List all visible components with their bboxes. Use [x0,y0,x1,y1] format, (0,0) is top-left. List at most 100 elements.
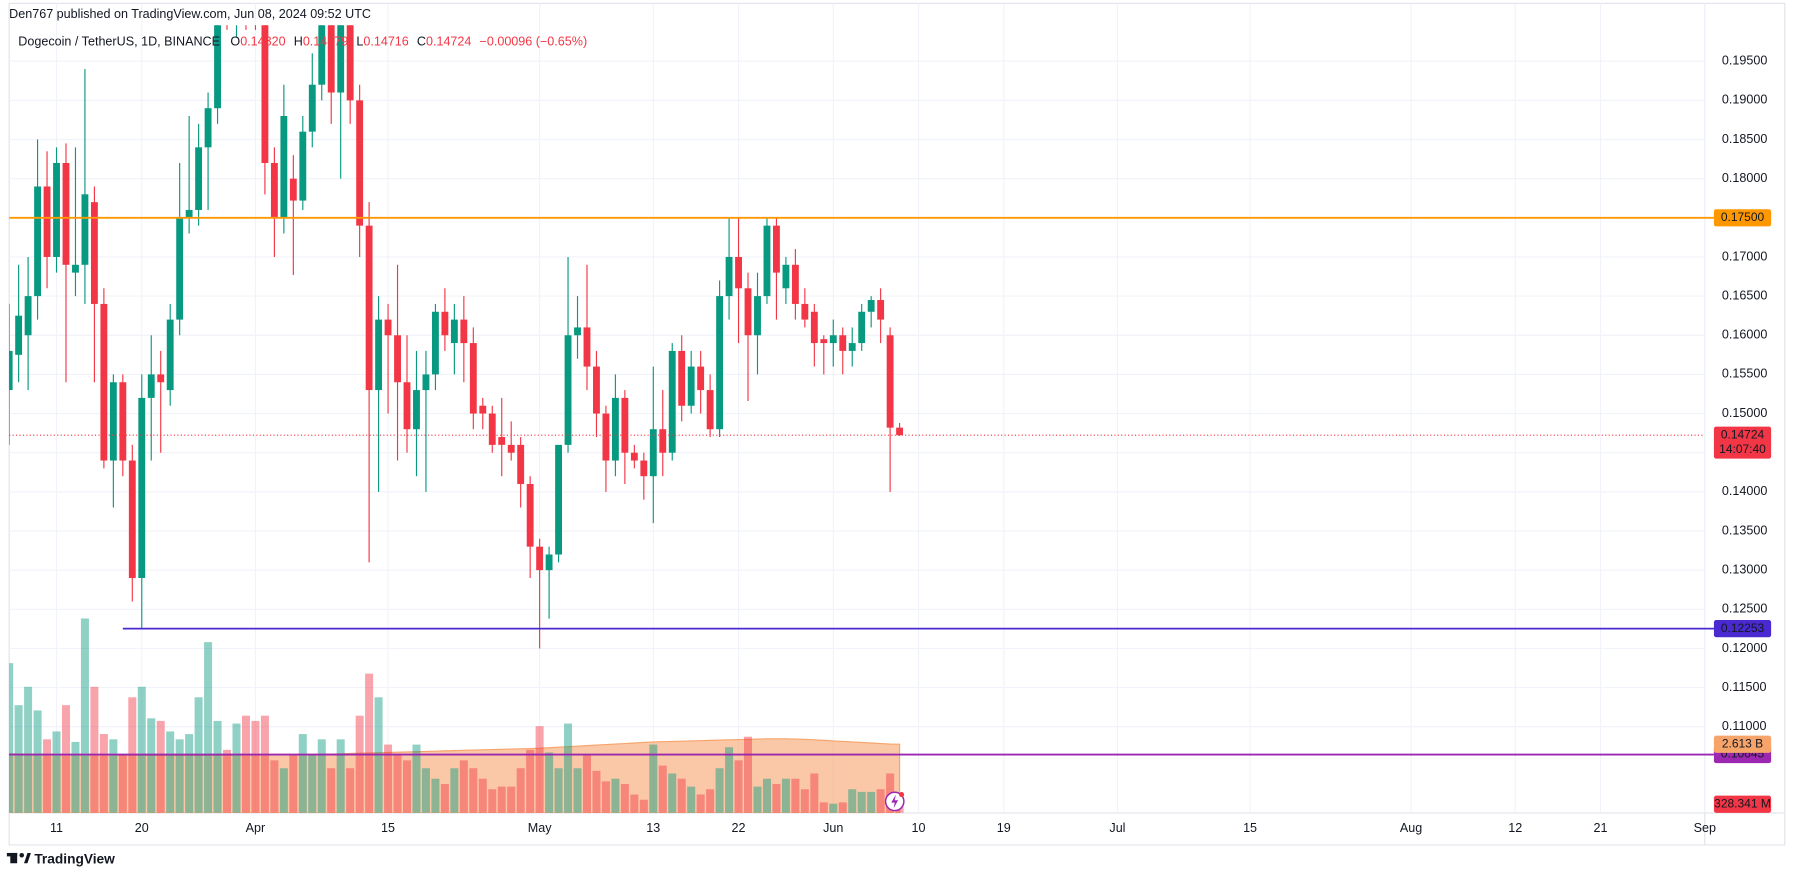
y-tick-label: 0.11000 [1722,719,1767,733]
legend-value: 0.14879 [303,35,348,49]
candle-body [299,131,307,201]
candle-body [763,225,771,297]
candle-body [157,374,165,383]
candle-body [659,429,667,453]
overlay: 0.11000 0.11500 0.12000 0.12500 0.13000 0.135… [9,54,1772,835]
tv-logo [6,852,31,864]
volume-bar [384,744,393,813]
volume-bar [175,739,184,813]
volume-bar [43,739,52,813]
candle-body [43,186,51,257]
volume-bar [649,744,658,813]
volume-bar [118,755,127,813]
candle-body [716,296,724,430]
volume-bar [469,768,478,813]
candle-body [829,335,837,344]
volume-bar [308,755,317,813]
volume-bar [687,786,696,813]
x-tick-label: 10 [912,821,926,835]
candle-body [545,554,553,571]
candle-body [441,311,449,336]
candle-body [204,108,212,148]
volume-bar [71,741,80,813]
volume-bar [223,749,232,813]
y-tick-label: 0.19500 [1722,54,1767,68]
logo-part [6,852,18,857]
current-price-label: 0.14724 [1721,427,1765,441]
volume-bar [251,720,260,813]
price-pane [9,25,1705,649]
candle-body [479,405,487,414]
volume-bar [753,786,762,813]
volume-bar [545,752,554,813]
volume-bar [450,768,459,813]
volume-bar [33,710,42,813]
volume-ma-label-box [1713,735,1772,753]
volume-bar [535,726,544,813]
candle-body [318,25,326,85]
level-label: 0.12253 [1721,621,1765,635]
legend-line: Dogecoin / TetherUS, 1D, BINANCE O0.1482… [18,35,587,49]
candle-body [72,264,79,273]
volume-bar [791,778,800,813]
volume-bar [734,760,743,813]
chart-frame [8,2,1786,846]
volume-bar [706,789,715,813]
volume-bar [848,789,857,813]
y-tick-label: 0.11500 [1722,680,1767,694]
volume-bar [327,768,336,813]
y-tick-label: 0.15000 [1722,406,1767,420]
candle-body [270,162,278,218]
volume-bar [554,768,563,813]
volume-bar [109,739,118,813]
volume-bar [99,734,108,813]
candle-body [24,296,32,336]
candle-body [15,315,23,355]
candle-body [289,178,297,201]
x-tick-label: 15 [1243,821,1257,835]
level-label-box [1713,620,1772,638]
volume-bar [204,642,213,813]
x-tick-label: May [528,821,552,835]
candle-body [858,311,866,344]
volume-bar [838,802,847,813]
candle-body [725,256,733,297]
candle-body [773,225,780,273]
legend-key: L [356,35,363,49]
x-tick-label: 21 [1594,821,1608,835]
candle-body [109,382,117,461]
candle-body [261,25,269,163]
volume-bar [677,778,686,813]
volume-bar [355,715,364,813]
volume-bar [744,736,753,813]
legend-key: O [230,35,240,49]
volume-last-label-box [1713,795,1772,813]
volume-bar [24,686,33,813]
volume-bar [90,686,99,813]
candle-body [526,484,534,547]
volume-bar [289,755,298,813]
candle-body [327,25,335,93]
volume-bar [393,755,402,813]
candle-body [754,296,761,336]
candle-body [176,217,184,320]
candle-body [649,429,657,477]
volume-bar [507,786,516,813]
y-tick-label: 0.18000 [1722,171,1767,185]
volume-bar [440,783,449,813]
volume-bar [241,715,250,813]
candle-body [138,397,146,578]
volume-bar [564,723,573,813]
candle-body [735,256,742,289]
y-tick-label: 0.16000 [1722,328,1767,342]
candle-body [365,225,373,391]
volume-bar [526,749,535,813]
candle-body [195,147,203,210]
volume-bar [658,765,667,813]
volume-bar [402,760,412,813]
x-tick-label: 13 [646,821,660,835]
volume-bar [459,760,468,813]
volume-bar [52,731,61,813]
